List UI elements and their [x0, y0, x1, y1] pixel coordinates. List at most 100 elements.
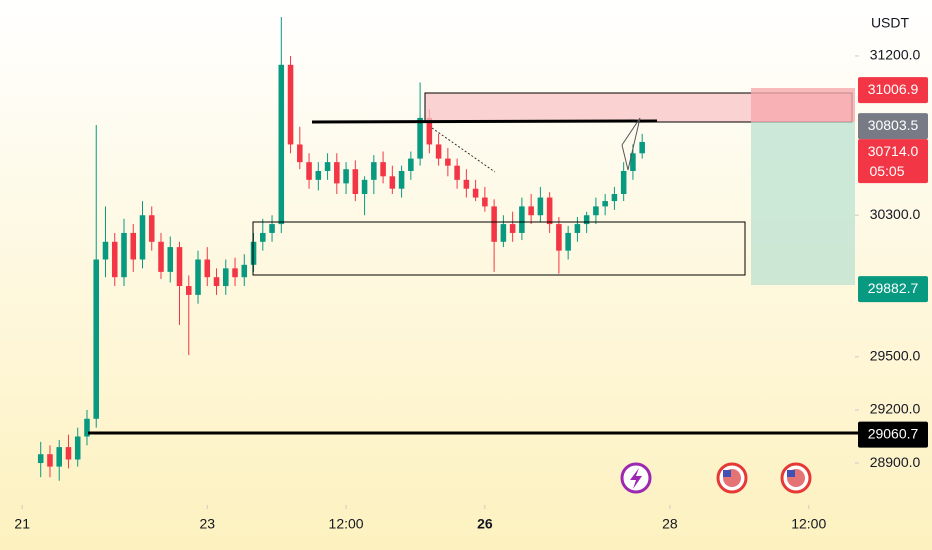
stop-zone	[751, 88, 855, 122]
candle-body	[93, 259, 100, 419]
candle-body	[185, 286, 192, 295]
candle-body	[463, 179, 470, 189]
candle-body	[408, 158, 414, 171]
trend-line	[431, 127, 496, 173]
candle-body	[630, 153, 636, 171]
candle-body	[537, 197, 544, 216]
candle-body	[213, 277, 220, 287]
candle-body	[435, 144, 442, 159]
y-tick-label: 29200.0	[870, 401, 921, 417]
x-tick-label: 26	[477, 516, 493, 532]
y-tick-label: 29500.0	[870, 348, 921, 364]
candle-body	[47, 454, 53, 467]
candle-body	[574, 224, 581, 233]
price-label: 31006.9	[868, 81, 919, 97]
target-zone	[751, 122, 855, 285]
candle-body	[287, 64, 294, 145]
candle-body	[546, 197, 553, 225]
candle-body	[593, 206, 599, 216]
candle-body	[111, 241, 118, 278]
x-tick-label: 12:00	[329, 516, 364, 532]
candle-body	[583, 215, 590, 225]
candle-body	[472, 188, 479, 198]
y-tick-label: 28900.0	[870, 454, 921, 470]
candle-body	[130, 232, 137, 260]
x-tick-label: 23	[199, 516, 215, 532]
candle-body	[602, 201, 608, 207]
price-label-box	[858, 421, 928, 448]
candle-body	[454, 165, 460, 180]
currency-label: USDT	[871, 15, 910, 31]
candle-body	[639, 141, 645, 154]
candle-body	[528, 206, 534, 216]
candle-body	[241, 264, 248, 278]
candle-body	[315, 170, 322, 180]
candle-body	[250, 241, 257, 265]
candle-body	[306, 162, 312, 180]
candle-body	[482, 197, 488, 207]
candle-body	[37, 454, 44, 464]
candle-body	[389, 176, 396, 189]
candle-body	[343, 169, 349, 184]
candle-body	[426, 117, 433, 145]
candle-body	[56, 447, 62, 467]
candle-body	[65, 447, 72, 460]
candle-body	[398, 170, 405, 189]
event-icon	[620, 462, 652, 494]
candle-body	[74, 436, 81, 460]
y-tick-label: 30300.0	[870, 206, 921, 222]
candle-body	[167, 247, 174, 272]
candle-body	[500, 224, 507, 242]
candle-body	[102, 241, 109, 260]
price-label-box	[858, 77, 928, 104]
candle-body	[176, 247, 183, 287]
candle-body	[380, 162, 386, 177]
candle-body	[565, 232, 571, 251]
candle-body	[195, 259, 201, 295]
price-label-box	[858, 139, 928, 184]
event-icon	[780, 462, 812, 494]
candle-body	[324, 162, 331, 171]
x-tick-label: 28	[662, 516, 678, 532]
candle-body	[417, 117, 423, 159]
candle-body	[121, 232, 127, 278]
candle-body	[232, 268, 238, 278]
axis-area: 28900.0 29200.0 29500.0 30300.0 31200.0 21 23 1…	[14, 47, 928, 532]
x-tick-label: 21	[14, 516, 30, 532]
candle-body	[620, 170, 627, 194]
candle-body	[556, 224, 562, 251]
x-tick-label: 12:00	[791, 516, 826, 532]
candle-body	[371, 162, 377, 180]
plot-area	[37, 16, 645, 481]
candle-body	[352, 169, 359, 194]
candle-body	[491, 206, 497, 242]
price-label: 30714.0	[868, 143, 919, 159]
candle-body	[361, 179, 368, 194]
candle-body	[519, 206, 525, 233]
price-label-box	[858, 113, 928, 140]
resistance-line	[311, 119, 658, 124]
candle-body	[158, 241, 164, 272]
wedge	[621, 117, 641, 171]
y-tick-label: 31200.0	[870, 47, 921, 63]
candle-body	[297, 144, 303, 163]
candle-body	[278, 64, 285, 225]
price-label: 29060.7	[868, 425, 919, 441]
price-label: 30803.5	[868, 117, 919, 133]
support-zone	[252, 221, 746, 276]
candle-body	[139, 215, 146, 260]
candle-body	[445, 158, 451, 166]
candle-body	[269, 224, 275, 233]
candle-body	[611, 193, 618, 202]
price-label-box	[858, 276, 928, 303]
price-countdown: 05:05	[869, 163, 904, 179]
candle-body	[334, 162, 340, 184]
candle-body	[204, 259, 211, 278]
candle-body	[148, 215, 155, 242]
event-icon	[716, 462, 748, 494]
candle-body	[509, 224, 516, 233]
price-label: 29882.7	[868, 280, 919, 296]
candle-body	[260, 232, 266, 242]
